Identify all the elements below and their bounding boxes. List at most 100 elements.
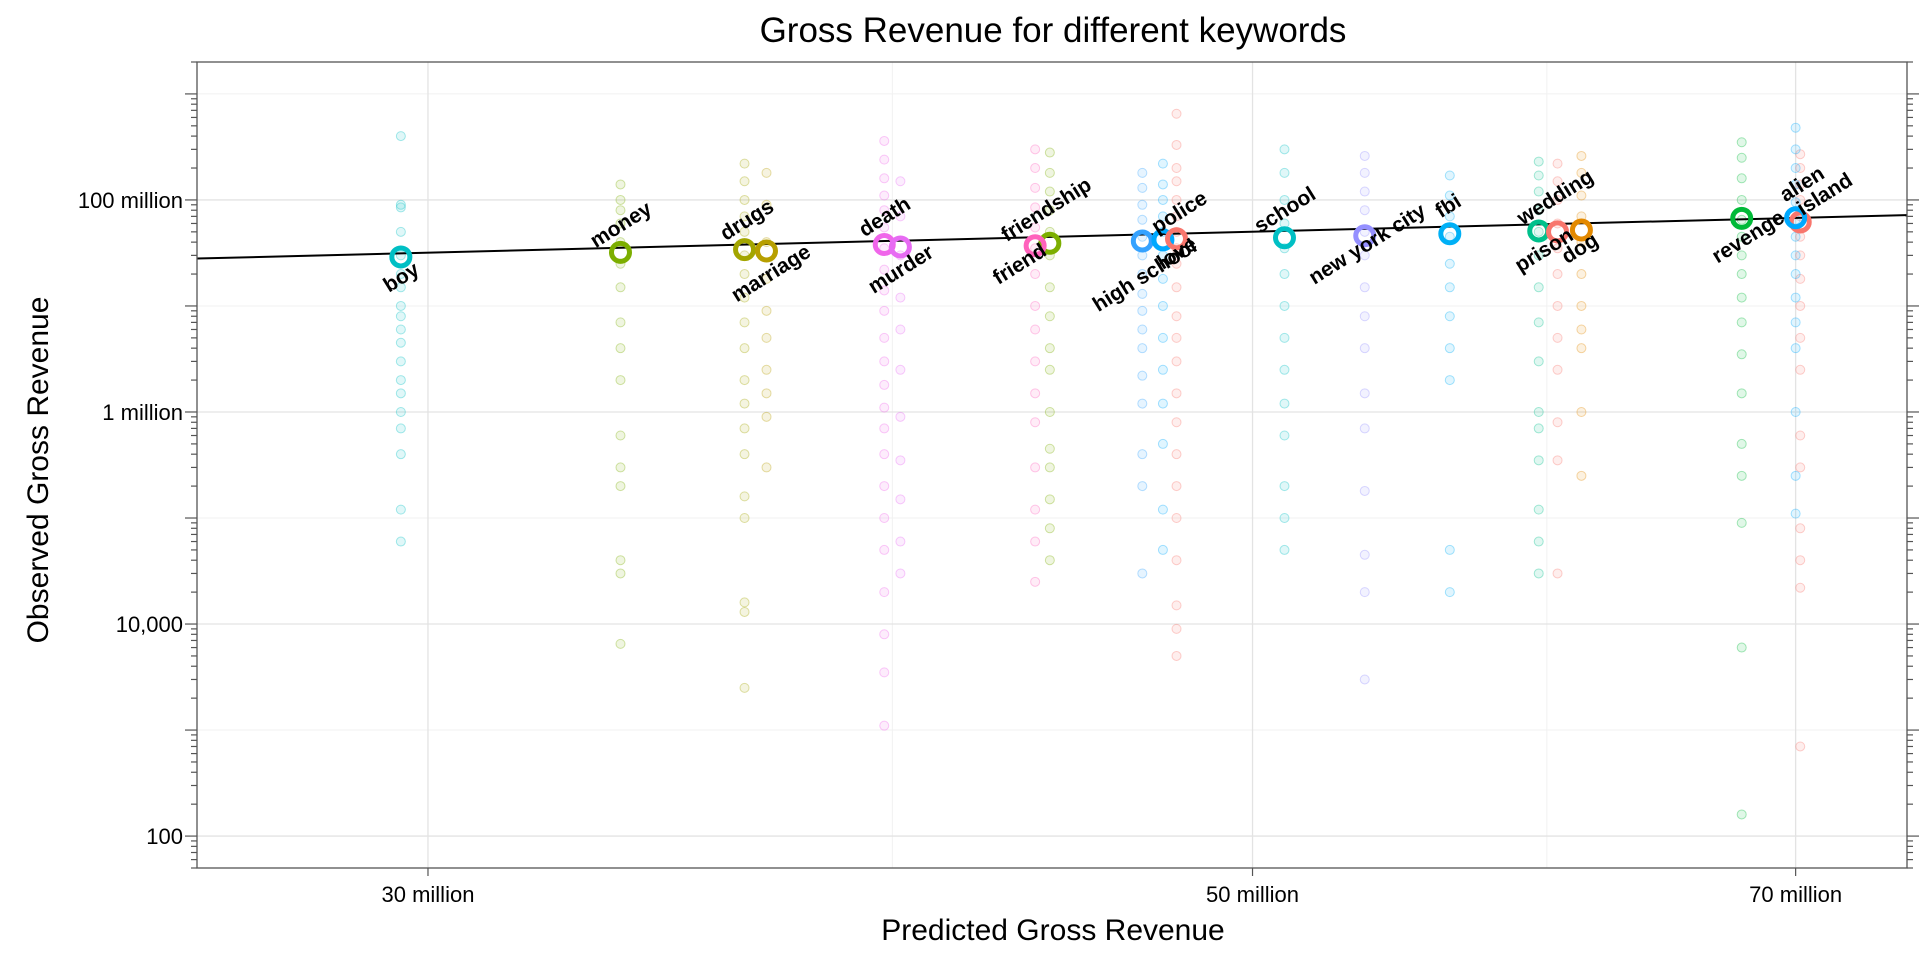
observation-point: [1171, 258, 1182, 269]
observation-point: [1171, 388, 1182, 399]
observation-point: [1044, 147, 1055, 158]
observation-point: [1279, 300, 1290, 311]
observation-point: [1171, 311, 1182, 322]
observation-point: [1030, 388, 1041, 399]
grid: [197, 62, 1907, 868]
observations: [395, 108, 1806, 820]
observation-point: [1279, 364, 1290, 375]
observation-point: [615, 194, 626, 205]
observation-point: [761, 462, 772, 473]
observation-point: [1030, 202, 1041, 213]
observation-point: [395, 199, 406, 210]
observation-point: [1157, 211, 1168, 222]
observation-point: [1137, 481, 1148, 492]
observation-point: [395, 282, 406, 293]
observation-point: [1137, 449, 1148, 460]
observation-point: [1736, 292, 1747, 303]
observation-point: [895, 176, 906, 187]
observation-point: [1137, 370, 1148, 381]
observation-point: [1030, 417, 1041, 428]
observation-point: [1790, 250, 1801, 261]
observation-point: [739, 491, 750, 502]
mean-point-prison: [1546, 220, 1570, 244]
observation-point: [395, 375, 406, 386]
observation-point: [1533, 226, 1544, 237]
observation-point: [1533, 406, 1544, 417]
observation-point: [1736, 517, 1747, 528]
observation-point: [1279, 194, 1290, 205]
observation-point: [1171, 481, 1182, 492]
observation-point: [1444, 375, 1455, 386]
keyword-means: [389, 206, 1812, 269]
observation-point: [395, 337, 406, 348]
observation-point: [895, 455, 906, 466]
mean-point-fbi: [1438, 222, 1462, 246]
observation-point: [879, 629, 890, 640]
observation-point: [1790, 163, 1801, 174]
observation-point: [1359, 674, 1370, 685]
observation-point: [739, 597, 750, 608]
observation-point: [1359, 282, 1370, 293]
observation-point: [1795, 332, 1806, 343]
observation-point: [1444, 587, 1455, 598]
observation-point: [1030, 182, 1041, 193]
observation-point: [1030, 504, 1041, 515]
observation-point: [1790, 406, 1801, 417]
observation-point: [1736, 173, 1747, 184]
observation-point: [1795, 430, 1806, 441]
observation-point: [879, 285, 890, 296]
observation-point: [1171, 194, 1182, 205]
y-tick-label: 10,000: [116, 612, 183, 637]
observation-point: [1533, 455, 1544, 466]
observation-point: [1030, 222, 1041, 233]
observation-point: [1044, 555, 1055, 566]
observation-point: [895, 211, 906, 222]
observation-point: [1359, 549, 1370, 560]
observation-point: [395, 131, 406, 142]
observation-point: [1552, 269, 1563, 280]
x-tick-label: 70 million: [1749, 882, 1842, 907]
observation-point: [1444, 170, 1455, 181]
observation-point: [879, 481, 890, 492]
observation-point: [1279, 332, 1290, 343]
observation-point: [1137, 398, 1148, 409]
observation-point: [879, 379, 890, 390]
observation-point: [1171, 600, 1182, 611]
observation-point: [1137, 269, 1148, 280]
observation-point: [1552, 176, 1563, 187]
observation-point: [739, 343, 750, 354]
observation-point: [615, 375, 626, 386]
mean-point-new-york-city: [1353, 224, 1377, 248]
mean-point-police: [1151, 228, 1175, 252]
observation-point: [395, 356, 406, 367]
observation-point: [1790, 317, 1801, 328]
observation-point: [1576, 167, 1587, 178]
observation-point: [1444, 544, 1455, 555]
observation-point: [1359, 150, 1370, 161]
observation-point: [1576, 269, 1587, 280]
observation-point: [1171, 163, 1182, 174]
observation-point: [1359, 423, 1370, 434]
observation-point: [879, 587, 890, 598]
observation-point: [615, 638, 626, 649]
observation-point: [1157, 179, 1168, 190]
observation-point: [1030, 356, 1041, 367]
x-tick-label: 50 million: [1206, 882, 1299, 907]
observation-point: [1359, 388, 1370, 399]
observation-point: [1137, 305, 1148, 316]
observation-point: [1044, 167, 1055, 178]
observation-point: [1795, 364, 1806, 375]
observation-point: [879, 667, 890, 678]
observation-point: [1030, 300, 1041, 311]
observation-point: [1171, 282, 1182, 293]
observation-point: [739, 226, 750, 237]
observation-point: [1790, 343, 1801, 354]
observation-point: [1795, 555, 1806, 566]
observation-point: [1171, 108, 1182, 119]
observation-point: [395, 311, 406, 322]
observation-point: [1030, 324, 1041, 335]
mean-point-revenge: [1730, 206, 1754, 230]
observation-point: [879, 173, 890, 184]
observation-point: [1736, 137, 1747, 148]
